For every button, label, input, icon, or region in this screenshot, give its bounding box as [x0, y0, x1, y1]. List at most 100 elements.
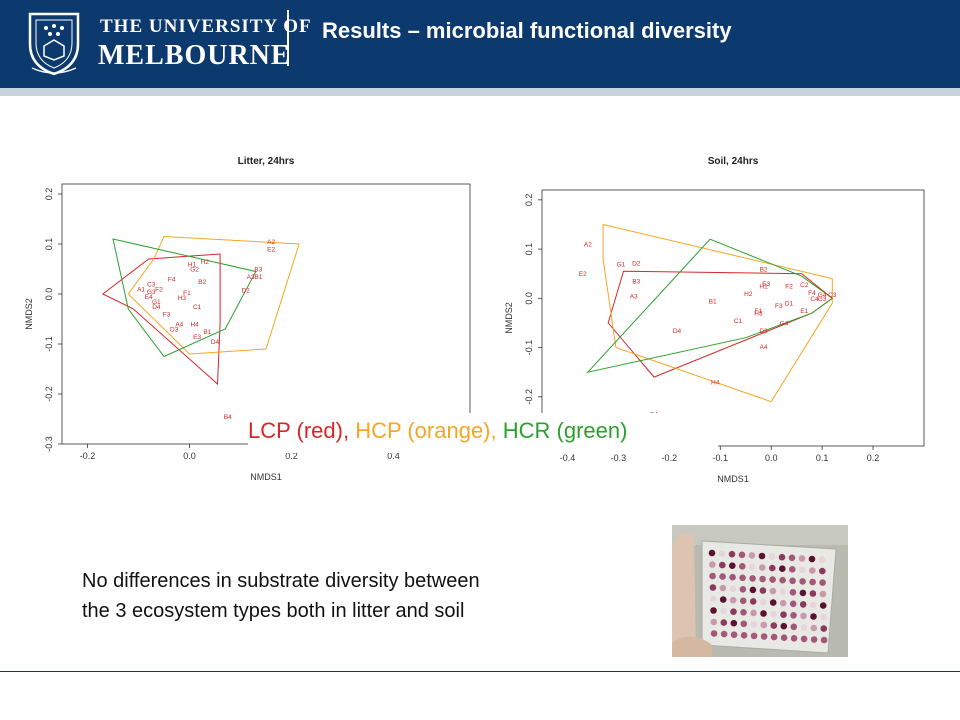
well [719, 584, 727, 592]
well [710, 618, 718, 626]
point-label: F4 [168, 277, 176, 284]
point-label: D4 [673, 328, 682, 335]
y-tick-label: 0.2 [44, 188, 54, 201]
well [729, 585, 737, 592]
well [739, 586, 747, 593]
well [820, 625, 828, 632]
point-label: F1 [755, 308, 763, 315]
y-tick-label: 0.1 [44, 238, 54, 251]
hull-polygon [607, 270, 834, 378]
well [760, 621, 768, 629]
well [729, 596, 737, 604]
point-label: B3 [254, 267, 262, 274]
well [740, 632, 748, 639]
well [769, 599, 777, 606]
well [770, 622, 778, 629]
legend-hcp: HCP (orange), [349, 418, 497, 443]
well [730, 619, 738, 627]
well [749, 575, 756, 582]
well [789, 600, 797, 608]
point-label: H1 [759, 284, 768, 291]
well [809, 578, 816, 586]
well [759, 587, 767, 594]
well [789, 577, 796, 585]
well [768, 553, 776, 560]
point-label: G3 [147, 289, 156, 296]
litter-nmds-chart: Litter, 24hrs -0.2 0.0 0.2 0.4 -0.3 -0.2 -0.1 0.… [24, 156, 471, 482]
point-label: G3 [818, 296, 827, 303]
point-label: E3 [762, 281, 770, 288]
well [780, 622, 788, 630]
y-tick-label: 0.0 [44, 288, 54, 301]
well [790, 635, 798, 642]
point-label: E1 [800, 308, 808, 315]
point-label: C2 [800, 282, 809, 289]
well [708, 549, 716, 557]
well [779, 588, 787, 595]
point-label: B2 [198, 279, 206, 286]
well [750, 609, 757, 617]
well [799, 589, 807, 597]
well [819, 579, 826, 586]
chart-title: Litter, 24hrs [238, 156, 295, 167]
conclusion-line1: No differences in substrate diversity be… [82, 570, 480, 592]
plot-frame [541, 189, 925, 447]
y-axis-label: NMDS2 [24, 298, 34, 330]
x-tick-label: 0.1 [816, 453, 829, 463]
well [709, 584, 717, 591]
point-label: H4 [190, 322, 199, 329]
point-label: G2 [190, 267, 199, 274]
well [748, 552, 756, 559]
well [709, 561, 716, 568]
well [808, 555, 816, 563]
y-tick-label: -0.3 [44, 436, 54, 452]
y-tick-label: 0.0 [524, 292, 534, 305]
well [788, 554, 796, 562]
well [759, 598, 767, 606]
point-label: H3 [754, 311, 763, 318]
well [809, 567, 816, 574]
biolog-plate-photo [672, 525, 848, 657]
y-tick-label: -0.1 [524, 340, 534, 356]
well [729, 573, 736, 581]
point-label: C3 [147, 282, 156, 289]
well [780, 634, 788, 641]
point-label: G4 [818, 292, 827, 299]
y-tick-label: -0.2 [44, 386, 54, 402]
point-label: C4 [810, 296, 819, 303]
well [790, 612, 797, 619]
soil-nmds-chart: Soil, 24hrs -0.4 -0.3 -0.2 -0.1 0.0 0.1 0.2 -0.2… [504, 156, 925, 484]
point-label: D1 [785, 301, 794, 308]
x-tick-label: -0.4 [560, 453, 576, 463]
point-label: F3 [163, 312, 171, 319]
well [779, 576, 786, 584]
point-label: C1 [734, 318, 743, 325]
well [739, 597, 747, 605]
chart-title: Soil, 24hrs [708, 156, 759, 167]
y-axis-label: NMDS2 [504, 302, 514, 334]
point-label: H2 [201, 259, 210, 266]
well [799, 578, 806, 585]
well [719, 596, 727, 603]
point-label: D4 [211, 339, 220, 346]
point-label: F2 [785, 284, 793, 291]
slide-title: Results – microbial functional diversity [322, 18, 732, 43]
well [819, 590, 827, 598]
well [770, 633, 778, 641]
well [799, 601, 807, 608]
header-bar: THE UNIVERSITY OF MELBOURNE Results – mi… [0, 0, 960, 88]
conclusion-line2: the 3 ecosystem types both in litter and… [82, 600, 465, 622]
well [798, 555, 806, 562]
point-label: H1 [188, 262, 197, 269]
well [710, 607, 717, 614]
point-label: A4 [175, 322, 183, 329]
well [709, 572, 716, 580]
well [750, 632, 758, 640]
x-axis-label: NMDS1 [250, 472, 282, 482]
conclusion-text: No differences in substrate diversity be… [82, 566, 642, 626]
well [749, 586, 757, 594]
point-label: E4 [145, 294, 153, 301]
point-label: G1 [617, 261, 626, 268]
well [820, 636, 828, 644]
y-tick-label: -0.1 [44, 336, 54, 352]
